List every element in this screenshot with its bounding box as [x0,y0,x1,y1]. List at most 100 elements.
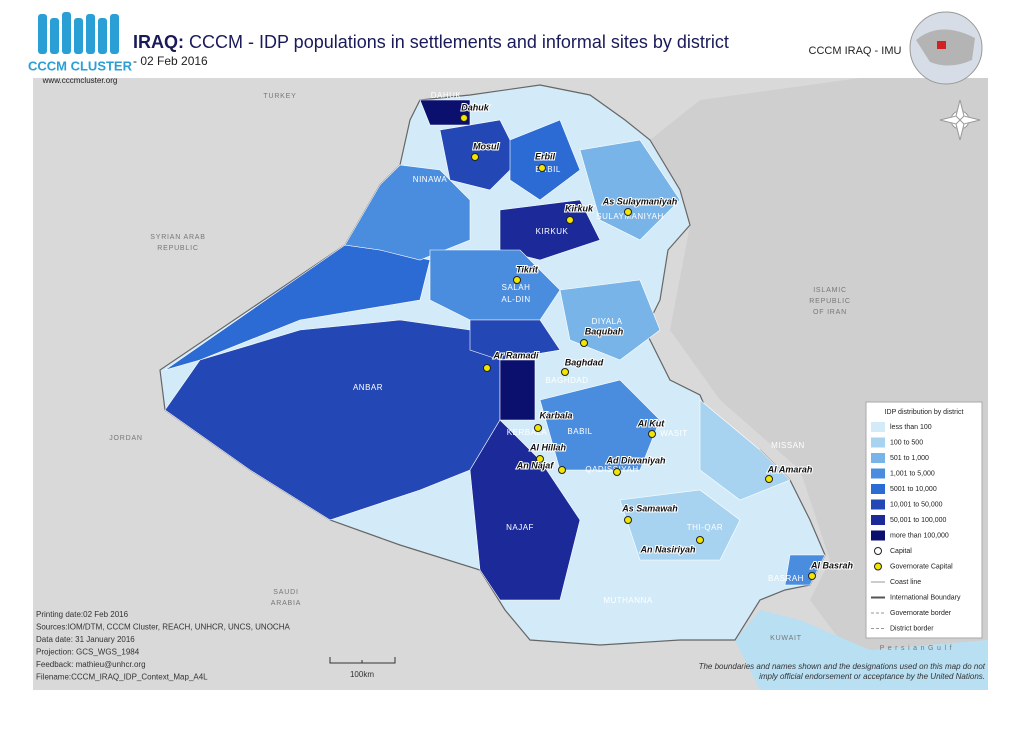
governorate-label: AL-DIN [501,295,530,304]
governorate-label: BABIL [567,427,592,436]
district [499,359,536,421]
footer-line: Filename:CCCM_IRAQ_IDP_Context_Map_A4L [36,673,208,682]
country-label: SAUDI [273,589,298,596]
legend: IDP distribution by district less than 10… [865,401,983,639]
district [539,379,661,471]
district [619,489,741,561]
footer-line: Data date: 31 January 2016 [36,635,135,644]
district [499,199,601,261]
city-label: As Samawah [621,503,678,513]
governorate-label: DIYALA [592,317,623,326]
footer-line: Printing date:02 Feb 2016 [36,610,129,619]
legend-label: Governorate border [890,610,952,617]
logo: CCCM CLUSTER www.cccmcluster.org [28,12,133,85]
city-label: Dahuk [461,102,490,112]
city-marker [536,455,544,463]
governorate-label: SALAH [502,283,531,292]
country-label: ISLAMIC [813,287,847,294]
footer-line: Sources:IOM/DTM, CCCM Cluster, REACH, UN… [36,623,290,632]
legend-swatch [871,453,885,463]
disclaimer: The boundaries and names shown and the d… [699,662,986,671]
governorate-label: ANBAR [353,383,383,392]
scale-label: 100km [350,670,374,679]
governorate-label: MISSAN [771,441,805,450]
governorate-label: QADISSIYAH [585,465,638,474]
legend-label: 1,001 to 5,000 [890,470,935,477]
logo-url: www.cccmcluster.org [42,76,118,85]
governorate-label: DAHUK [431,91,462,100]
city-label: Tikrit [516,264,539,274]
legend-symbol [874,547,882,555]
district [579,139,681,241]
legend-label: 5001 to 10,000 [890,486,937,493]
governorate-label: NAJAF [506,523,534,532]
legend-box [865,401,983,639]
governorate-label: KIRKUK [536,227,569,236]
globe [909,11,983,85]
country-label: P e r s i a n G u l f [880,645,953,652]
legend-label: Coast line [890,579,921,586]
city-marker [765,475,773,483]
logo-text: CCCM CLUSTER [28,58,133,73]
date: - 02 Feb 2016 [133,54,208,68]
legend-swatch [871,437,885,448]
city-marker [566,216,574,224]
governorate-label: BAGHDAD [545,376,588,385]
city-label: Mosul [473,141,499,151]
city-marker [558,466,566,474]
city-label: An Najaf [516,460,555,470]
district [699,399,791,501]
city-marker [513,276,521,284]
country-label: OF IRAN [813,309,847,316]
city-label: Baghdad [565,357,604,367]
city-marker [624,208,632,216]
legend-label: 10,001 to 50,000 [890,501,943,508]
legend-label: Capital [890,548,912,555]
legend-label: more than 100,000 [890,532,949,539]
city-label: Erbil [535,151,556,161]
city-marker [696,536,704,544]
legend-label: District border [890,625,934,632]
city-label: Kirkuk [565,203,594,213]
city-label: Al Kut [637,418,665,428]
legend-label: less than 100 [890,424,932,431]
governorate-label: BASRAH [768,574,804,583]
city-marker [624,516,632,524]
city-label: Ar Ramadi [492,350,539,360]
city-label: Al Basrah [810,560,854,570]
city-label: An Nasiriyah [639,544,696,554]
title-text: CCCM - IDP populations in settlements an… [189,32,729,52]
district [784,554,826,586]
country-label: SYRIAN ARAB [150,234,205,241]
city-marker [534,424,542,432]
legend-swatch [871,468,885,479]
district [469,419,581,601]
legend-label: International Boundary [890,594,961,601]
governorate-label: THI-QAR [687,523,723,532]
legend-symbol [874,562,882,571]
city-label: Al Amarah [767,464,813,474]
governorate-label: MUTHANNA [603,596,652,605]
city-marker [808,572,816,580]
city-marker [561,368,569,376]
city-label: Baqubah [585,326,624,336]
country-label: ARABIA [271,600,301,607]
legend-label: 501 to 1,000 [890,455,929,462]
footer: Printing date:02 Feb 2016 Sources:IOM/DTM… [36,610,986,682]
city-label: Al Hillah [529,442,567,452]
governorate-label: SULAYMANIYAH [596,212,664,221]
sea [735,610,988,690]
city-marker [613,468,621,476]
title-bold: IRAQ: [133,32,184,52]
map: TURKEY SYRIAN ARAB REPUBLIC ISLAMIC REPUBLIC… [109,84,953,652]
district [439,119,521,191]
legend-title: IDP distribution by district [885,409,964,416]
city-marker [538,164,546,172]
org: CCCM IRAQ - IMU [809,45,902,57]
legend-swatch [871,515,885,525]
legend-swatch [871,530,885,541]
city-marker [483,364,491,372]
governorate-label: WASIT [660,429,688,438]
country-label: REPUBLIC [157,245,198,252]
city-label: As Sulaymaniyah [602,196,678,206]
